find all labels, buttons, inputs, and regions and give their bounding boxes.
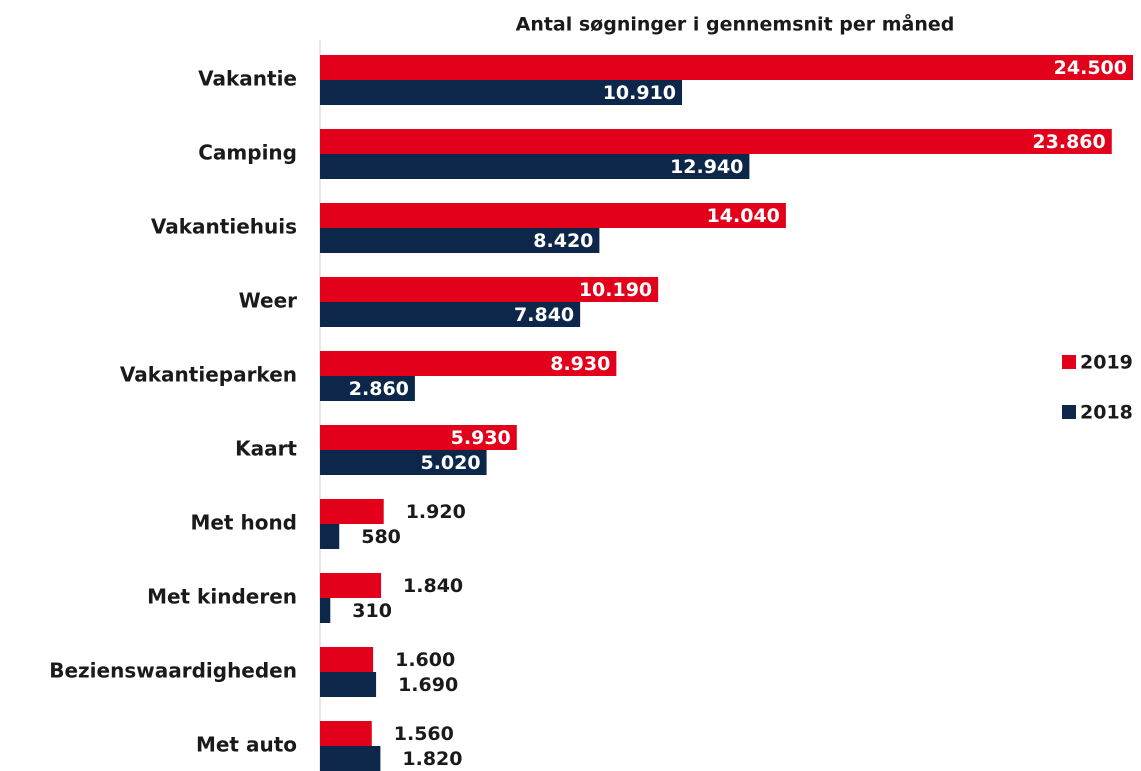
bar [320, 425, 517, 450]
bar [320, 129, 1112, 154]
bar [320, 598, 331, 623]
bar [320, 450, 487, 475]
value-label: 14.040 [707, 205, 780, 227]
bar [320, 203, 786, 228]
chart-title: Antal søgninger i gennemsnit per måned [516, 12, 955, 36]
bar [320, 228, 600, 253]
bar [320, 721, 372, 746]
category-label: Kaart [235, 437, 297, 461]
value-label: 23.860 [1032, 131, 1105, 153]
category-label: Met auto [196, 733, 297, 757]
bar [320, 672, 377, 697]
value-label: 5.020 [420, 452, 480, 474]
value-label: 24.500 [1054, 57, 1127, 79]
value-label: 8.420 [533, 230, 593, 252]
value-label: 1.820 [402, 748, 462, 770]
value-label: 1.560 [394, 723, 454, 745]
bar [320, 573, 382, 598]
bar [320, 647, 374, 672]
bar [320, 302, 581, 327]
bar [320, 376, 415, 401]
category-label: Camping [198, 141, 297, 165]
value-label: 1.840 [403, 575, 463, 597]
value-label: 580 [361, 526, 401, 548]
bar [320, 154, 750, 179]
value-label: 7.840 [514, 304, 574, 326]
category-label: Vakantiehuis [151, 215, 297, 239]
value-label: 10.910 [603, 82, 676, 104]
legend-swatch [1062, 405, 1076, 419]
value-label: 1.920 [406, 501, 466, 523]
legend-label: 2018 [1080, 402, 1133, 424]
bar [320, 499, 384, 524]
value-label: 10.190 [579, 279, 652, 301]
bar [320, 80, 683, 105]
value-label: 8.930 [550, 353, 610, 375]
bar [320, 746, 381, 771]
value-label: 1.690 [398, 674, 458, 696]
legend-swatch [1062, 355, 1076, 369]
category-label: Met kinderen [147, 585, 297, 609]
category-label: Bezienswaardigheden [49, 659, 297, 683]
value-label: 2.860 [349, 378, 409, 400]
bar [320, 524, 340, 549]
bar [320, 55, 1133, 80]
category-label: Vakantie [198, 67, 297, 91]
value-label: 5.930 [451, 427, 511, 449]
bar [320, 351, 617, 376]
value-label: 1.600 [395, 649, 455, 671]
category-label: Met hond [190, 511, 297, 535]
bar [320, 277, 659, 302]
legend-label: 2019 [1080, 352, 1133, 374]
value-label: 12.940 [670, 156, 743, 178]
category-label: Vakantieparken [120, 363, 297, 387]
value-label: 310 [352, 600, 392, 622]
category-label: Weer [239, 289, 297, 313]
